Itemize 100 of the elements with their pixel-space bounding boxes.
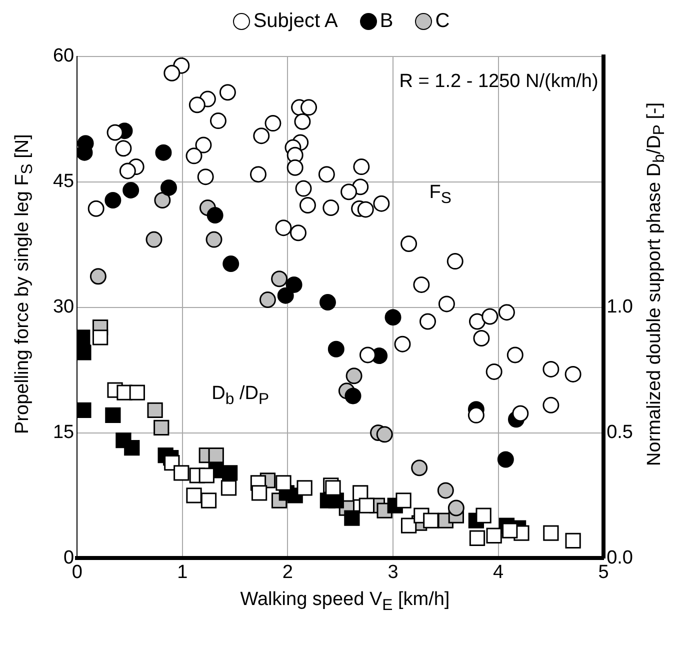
point [124, 440, 140, 456]
point [322, 200, 340, 216]
point [92, 330, 108, 346]
point [437, 482, 454, 499]
point [277, 287, 294, 304]
point [300, 99, 318, 116]
point [147, 402, 163, 418]
point [271, 270, 288, 288]
y2-tick-label: 0.0 [606, 547, 634, 568]
point [497, 451, 514, 468]
point [358, 498, 375, 514]
point [542, 396, 560, 414]
point [413, 276, 430, 293]
y-tick-label: 0 [64, 547, 74, 568]
point [373, 195, 390, 212]
point [115, 140, 132, 157]
point [344, 388, 362, 404]
point [543, 525, 559, 541]
point [129, 384, 145, 400]
x-axis-title: Walking speed V$_{E}$ [km/h] [239, 589, 451, 615]
point [420, 313, 436, 330]
point [328, 340, 344, 358]
point [564, 366, 582, 382]
point [295, 180, 312, 197]
point [154, 420, 170, 436]
y-tick-label: 45 [52, 171, 74, 192]
y2-tick-label: 1.0 [606, 296, 634, 318]
point [384, 309, 402, 326]
point [275, 220, 292, 236]
y-tick-label: 60 [52, 46, 74, 67]
point [222, 256, 240, 272]
point [276, 475, 292, 491]
point [299, 197, 316, 214]
point [264, 115, 282, 132]
point [319, 294, 336, 311]
point [423, 512, 439, 528]
point [486, 528, 502, 544]
x-tick-label: 3 [388, 562, 398, 583]
point [446, 253, 464, 270]
point [220, 480, 237, 496]
annotation: F$_{S}$ [429, 182, 452, 208]
point [160, 179, 177, 196]
point [448, 500, 464, 516]
point [105, 407, 121, 424]
point [174, 465, 190, 481]
point [77, 402, 92, 418]
point [438, 296, 455, 312]
point [155, 144, 172, 161]
point [482, 308, 498, 325]
point [206, 207, 224, 224]
x-tick-label: 1 [177, 562, 188, 583]
point [376, 426, 393, 443]
point [219, 84, 236, 101]
y2-tick-label: 0.5 [606, 422, 634, 443]
point [206, 231, 222, 248]
point [506, 346, 524, 364]
point [565, 532, 581, 548]
point [502, 522, 518, 538]
x-tick-label: 2 [282, 562, 294, 583]
point [250, 166, 266, 183]
point [400, 518, 417, 534]
point [294, 113, 311, 130]
x-tick-label: 5 [598, 562, 609, 583]
point [198, 468, 214, 484]
point [357, 201, 374, 218]
point [77, 344, 92, 360]
point [106, 124, 124, 141]
point [344, 510, 360, 526]
x-tick-label: 4 [493, 562, 504, 583]
point [411, 460, 428, 476]
point [186, 148, 202, 164]
point [154, 192, 171, 208]
point [498, 304, 515, 321]
point [253, 128, 270, 144]
legend-label: B [380, 10, 394, 33]
point [222, 465, 238, 481]
point [290, 224, 306, 242]
point [468, 406, 484, 424]
point [318, 166, 335, 183]
point [476, 508, 492, 524]
point [486, 363, 502, 380]
point [400, 235, 418, 252]
y-tick-label: 30 [52, 296, 74, 318]
point [119, 162, 136, 180]
point [90, 268, 106, 285]
annotation: D$_{b}$ /D$_{P}$ [212, 382, 270, 408]
point [512, 405, 529, 422]
legend-label: C [435, 10, 450, 33]
point [394, 336, 411, 352]
point [340, 184, 358, 200]
point [286, 276, 302, 293]
point [259, 292, 276, 308]
point [122, 182, 140, 198]
point [296, 480, 312, 496]
legend-label: Subject A [253, 10, 338, 33]
point [188, 96, 206, 114]
point [88, 200, 104, 217]
point [197, 168, 214, 186]
point [353, 158, 370, 176]
point [286, 159, 304, 176]
